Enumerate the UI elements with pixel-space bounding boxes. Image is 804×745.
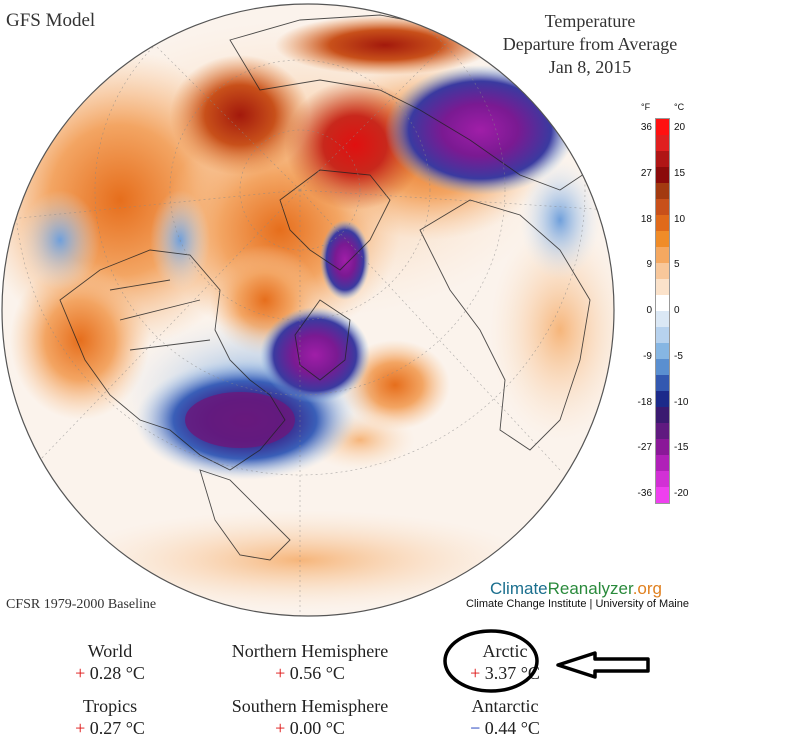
stat-arctic: Arctic + 3.37 °C xyxy=(440,640,570,684)
model-label: GFS Model xyxy=(6,10,96,31)
brand-logo-text[interactable]: ClimateReanalyzer.org xyxy=(490,579,662,599)
legend-tick-c: -10 xyxy=(674,396,689,408)
legend-tick-f: 27 xyxy=(640,167,652,179)
legend-tick-c: -15 xyxy=(674,442,689,454)
brand-part-3: .org xyxy=(632,579,662,598)
stat-northern: Northern Hemisphere + 0.56 °C xyxy=(210,640,410,684)
map-title: Temperature Departure from Average Jan 8… xyxy=(480,10,700,79)
stat-northern-sign: + xyxy=(275,663,286,683)
legend-colorbar xyxy=(655,118,670,504)
title-line-2: Departure from Average xyxy=(502,34,678,54)
legend-tick-f: -27 xyxy=(637,442,652,454)
legend-tick-c: 5 xyxy=(674,259,680,271)
legend-unit-celsius: °C xyxy=(674,102,685,112)
stat-antarctic-name: Antarctic xyxy=(471,696,539,716)
stat-southern-name: Southern Hemisphere xyxy=(231,696,389,716)
legend-tick-c: 20 xyxy=(674,122,686,133)
stat-arctic-name: Arctic xyxy=(482,641,528,661)
legend-tick-c: 10 xyxy=(674,213,686,225)
stat-arctic-sign: + xyxy=(470,663,481,683)
arrow-left-icon xyxy=(556,651,650,679)
legend-tick-f: 18 xyxy=(640,213,652,225)
stat-southern: Southern Hemisphere + 0.00 °C xyxy=(210,695,410,739)
stat-world-name: World xyxy=(87,641,133,661)
stat-southern-sign: + xyxy=(275,718,286,738)
legend-tick-c: -20 xyxy=(674,488,689,499)
highlight-circle xyxy=(443,629,539,693)
brand-part-1: Climate xyxy=(490,579,548,598)
stat-southern-value: 0.00 °C xyxy=(289,718,345,738)
stat-world: World + 0.28 °C xyxy=(40,640,180,684)
legend-tick-f: -18 xyxy=(637,396,652,408)
legend-unit-fahrenheit: °F xyxy=(641,102,651,112)
arctic-highlight-annotation xyxy=(443,629,650,693)
legend-tick-f: -9 xyxy=(643,350,652,362)
legend-tick-f: 9 xyxy=(646,259,652,271)
stat-antarctic: Antarctic − 0.44 °C xyxy=(440,695,570,739)
legend-tick-f: -36 xyxy=(637,488,652,499)
legend-tick-c: 0 xyxy=(674,305,680,316)
legend-tick-c: -5 xyxy=(674,350,683,362)
legend-tick-c: 15 xyxy=(674,167,686,179)
stat-tropics-sign: + xyxy=(75,718,86,738)
stat-northern-value: 0.56 °C xyxy=(289,663,345,683)
legend-tick-f: 0 xyxy=(646,305,652,316)
stat-antarctic-sign: − xyxy=(470,718,481,738)
stat-world-sign: + xyxy=(75,663,86,683)
baseline-label: CFSR 1979-2000 Baseline xyxy=(6,597,157,612)
legend-tick-f: 36 xyxy=(640,122,652,133)
stat-tropics-value: 0.27 °C xyxy=(89,718,145,738)
map-date: Jan 8, 2015 xyxy=(548,57,632,77)
stat-world-value: 0.28 °C xyxy=(89,663,145,683)
title-line-1: Temperature xyxy=(544,11,636,31)
globe-surface xyxy=(2,4,614,616)
stat-northern-name: Northern Hemisphere xyxy=(231,641,389,661)
stat-tropics-name: Tropics xyxy=(82,696,138,716)
stat-antarctic-value: 0.44 °C xyxy=(484,718,540,738)
stat-tropics: Tropics + 0.27 °C xyxy=(40,695,180,739)
stat-arctic-value: 3.37 °C xyxy=(484,663,540,683)
brand-part-2: Reanalyzer xyxy=(547,579,633,598)
institute-label: Climate Change Institute | University of… xyxy=(466,598,689,610)
